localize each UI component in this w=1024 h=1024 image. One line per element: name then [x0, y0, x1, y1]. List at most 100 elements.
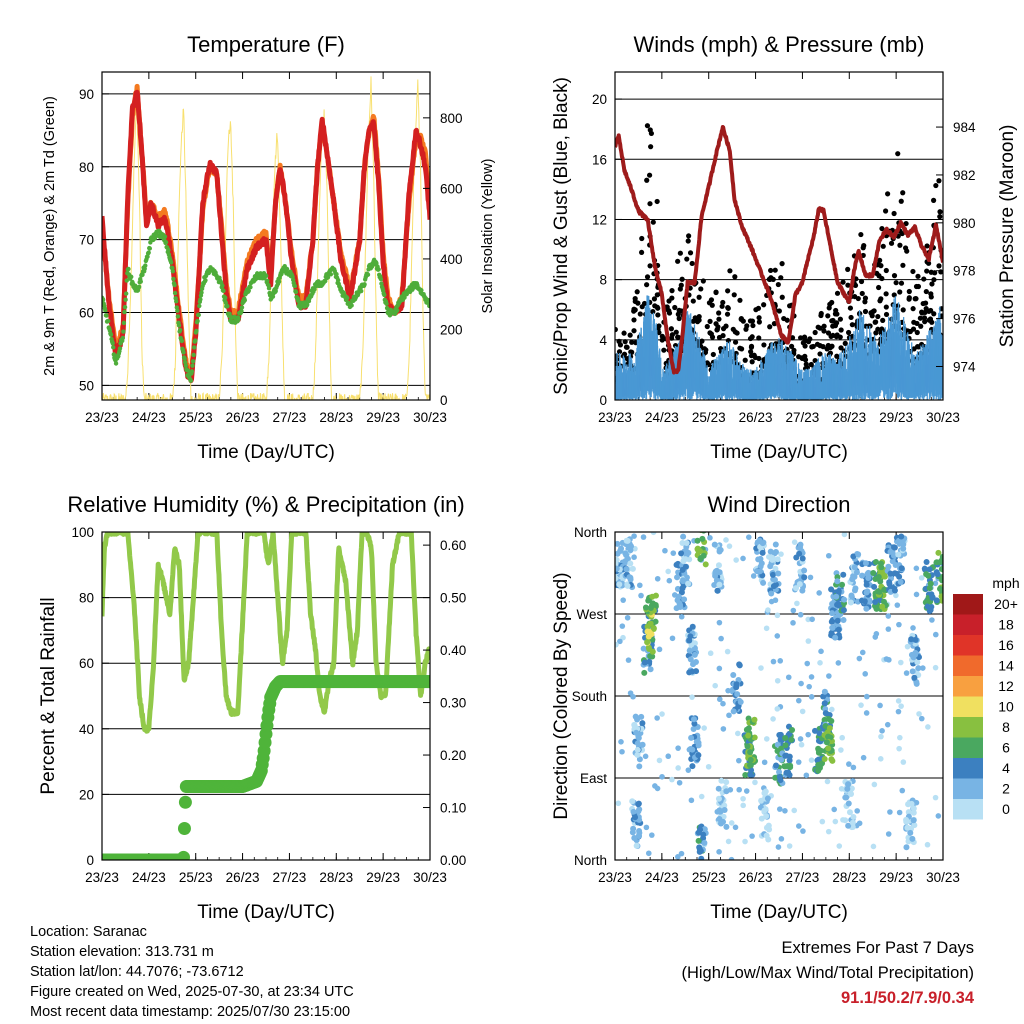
gust-point [750, 322, 756, 329]
gust-point [772, 267, 778, 273]
gust-point [624, 355, 630, 362]
direction-point [769, 554, 776, 561]
x-tick-label: 27/23 [273, 410, 307, 425]
gust-point [730, 326, 736, 332]
dewpoint-point [239, 305, 245, 310]
gust-point [885, 191, 891, 197]
direction-point [774, 612, 781, 619]
gust-point [768, 267, 774, 274]
gust-point [817, 351, 823, 357]
gust-point [834, 353, 840, 359]
direction-point [627, 560, 634, 567]
gust-point [897, 289, 903, 295]
y2-tick-label: 0.40 [440, 643, 466, 658]
plot-border [101, 71, 431, 401]
direction-point [650, 532, 657, 536]
gust-point [627, 332, 633, 338]
direction-point [746, 762, 753, 769]
gust-point [669, 332, 675, 338]
direction-point [674, 574, 681, 581]
direction-point [774, 741, 781, 748]
direction-point [860, 754, 867, 761]
gust-point [704, 323, 710, 330]
gust-point [629, 339, 635, 345]
x-tick-label: 30/23 [926, 410, 960, 425]
direction-point [835, 587, 842, 594]
direction-point [765, 607, 771, 613]
gust-point [907, 328, 913, 335]
direction-point [641, 659, 648, 666]
direction-point [730, 708, 737, 715]
panel-1: Temperature (F) Time (Day/UTC) 23/23 24/23 2… [42, 32, 496, 463]
dewpoint-point [362, 282, 367, 287]
dewpoint-point [168, 260, 174, 265]
plot-area [102, 532, 430, 860]
gust-point [883, 311, 890, 318]
gust-point [725, 337, 732, 344]
direction-point [733, 557, 739, 563]
y2-tick-label: 800 [440, 111, 463, 126]
direction-point [778, 551, 784, 557]
gust-point [897, 242, 903, 248]
gust-point [676, 315, 682, 322]
direction-point [619, 623, 626, 629]
direction-point [618, 739, 624, 745]
direction-point [615, 800, 622, 807]
direction-point [832, 634, 839, 641]
direction-point [701, 725, 707, 731]
direction-point [642, 604, 649, 611]
precip-point [423, 675, 430, 689]
direction-point [636, 763, 643, 770]
direction-point [828, 756, 835, 763]
direction-point [772, 774, 779, 781]
direction-point [923, 571, 930, 578]
gust-point [677, 250, 683, 256]
direction-point [929, 617, 935, 623]
gust-point [713, 321, 719, 327]
gust-point [650, 219, 656, 225]
y2-tick-label: 600 [440, 181, 463, 196]
direction-point [703, 522, 709, 528]
gust-point [937, 214, 943, 220]
direction-point [626, 574, 633, 581]
direction-point [690, 661, 697, 668]
direction-point [774, 633, 781, 639]
dewpoint-point [378, 276, 384, 282]
gust-point [807, 336, 813, 342]
x-tick-label: 27/23 [786, 410, 820, 425]
direction-point [938, 593, 943, 600]
pressure-line [615, 125, 943, 375]
gust-point [842, 340, 848, 346]
gust-point [672, 304, 678, 311]
direction-point [815, 767, 822, 774]
direction-point [670, 550, 677, 556]
gust-point [779, 261, 785, 267]
gust-point [928, 294, 934, 300]
gust-point [644, 274, 651, 280]
direction-point [900, 541, 907, 548]
direction-point [774, 706, 781, 712]
dewpoint-point [344, 295, 350, 301]
direction-point [822, 710, 829, 717]
y-tick-label: 20 [592, 92, 607, 107]
gust-point [919, 309, 925, 315]
gust-point [791, 347, 797, 353]
x-tick-label: 29/23 [366, 410, 400, 425]
direction-point [911, 674, 918, 681]
direction-point [872, 559, 879, 566]
gust-point [802, 337, 808, 344]
direction-point [782, 735, 789, 742]
gust-point [924, 268, 930, 274]
dewpoint-point [382, 292, 387, 298]
y2-tick-label: 0.00 [440, 853, 466, 868]
dewpoint-point [105, 318, 111, 324]
direction-point [745, 732, 752, 739]
x-tick-label: 24/23 [645, 870, 679, 885]
direction-point [625, 657, 632, 663]
dewpoint-point [284, 266, 290, 272]
gust-point [716, 334, 723, 341]
direction-point [864, 693, 870, 700]
direction-point [685, 580, 692, 587]
direction-point [870, 569, 877, 576]
